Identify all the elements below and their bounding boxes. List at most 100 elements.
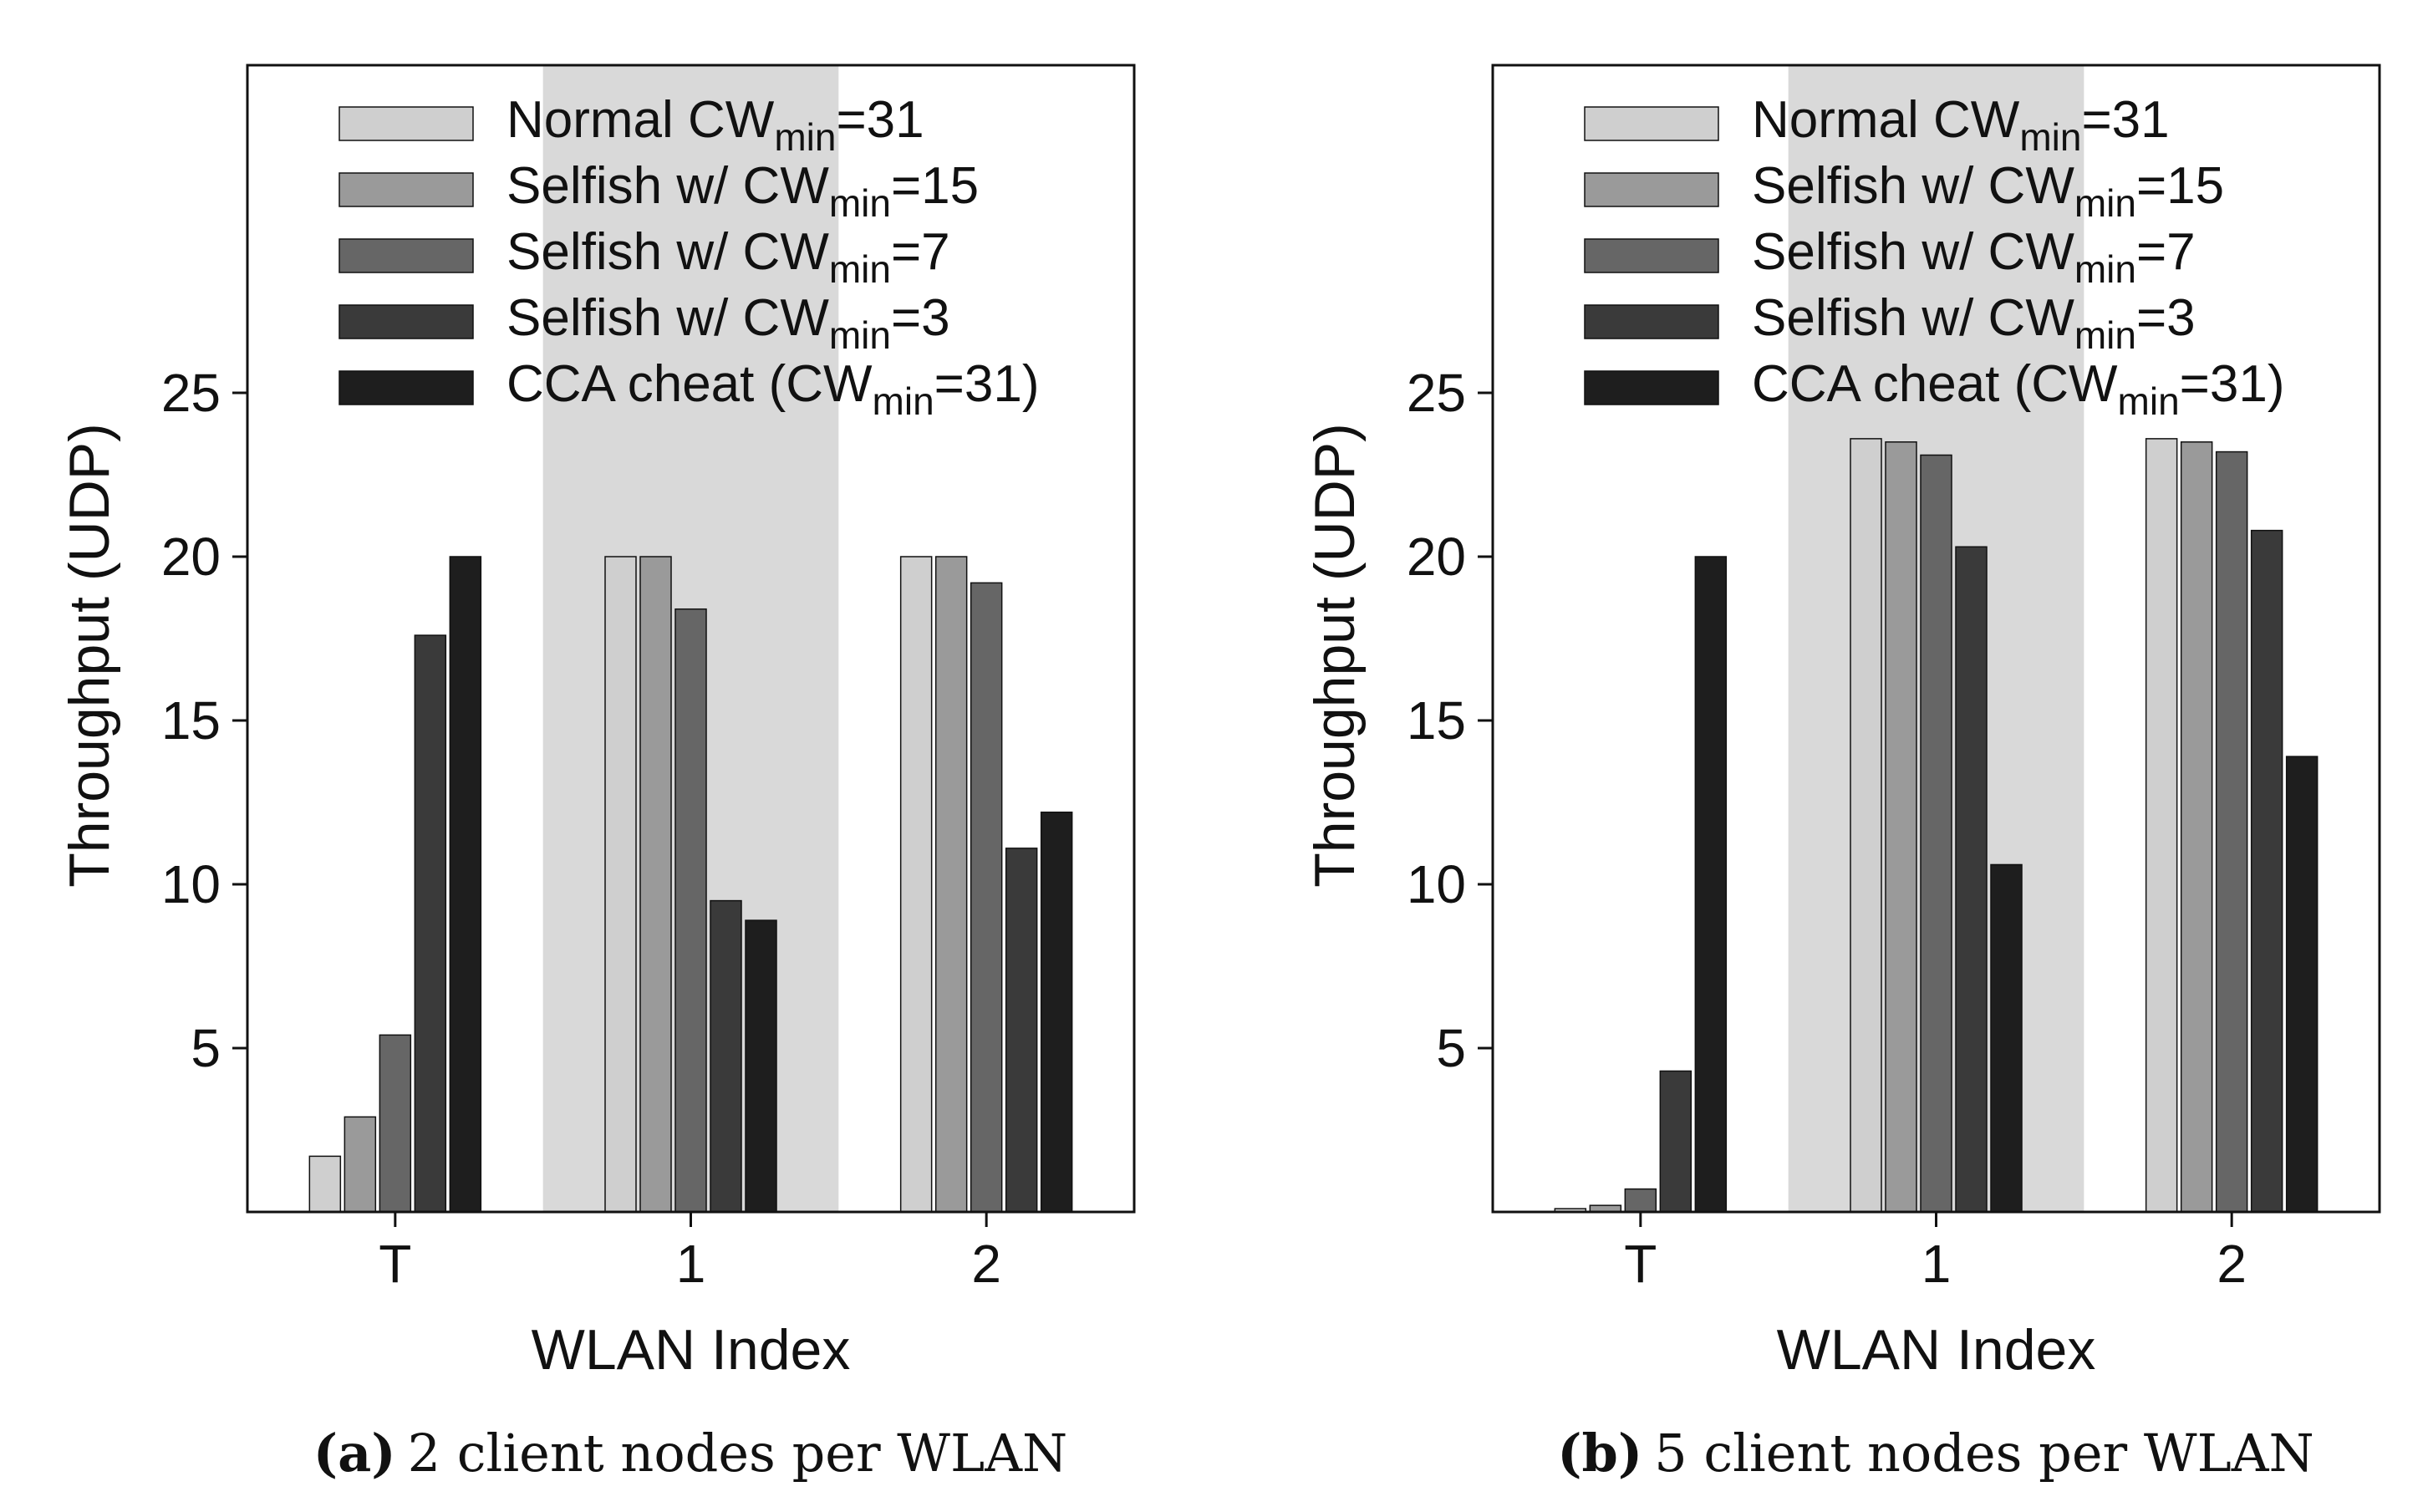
chart-panel-b: 5 10 15 20 25 T 1 2 WLAN Index Throughput (UDP) No… — [1303, 64, 2381, 1484]
legend-label-subscript: min — [2019, 115, 2081, 159]
legend-swatch-1 — [1584, 106, 1719, 141]
legend-swatch-5 — [338, 370, 474, 405]
legend-label-suffix: =7 — [2136, 223, 2196, 281]
legend-label-3: Selfish w/ CWmin=7 — [506, 223, 950, 291]
legend-label-1: Normal CWmin=31 — [1752, 91, 2170, 159]
y-tick-label: 5 — [1436, 1018, 1466, 1078]
panel-caption-label: (b) — [1557, 1423, 1642, 1484]
legend-label-5: CCA cheat (CWmin=31) — [506, 355, 1040, 423]
y-tick-label: 20 — [161, 527, 221, 587]
legend-swatch-3 — [1584, 238, 1719, 273]
y-axis-title: Throughput (UDP) — [1303, 423, 1367, 888]
legend-label-5: CCA cheat (CWmin=31) — [1752, 355, 2285, 423]
legend-label-suffix: =7 — [891, 223, 950, 281]
legend-label-prefix: Normal CW — [506, 91, 775, 149]
legend-label-prefix: CCA cheat (CW — [1752, 355, 2118, 413]
legend-label-prefix: Selfish w/ CW — [506, 223, 829, 281]
legend-label-prefix: Selfish w/ CW — [1752, 223, 2074, 281]
legend-label-subscript: min — [2074, 181, 2136, 225]
legend-swatch-4 — [1584, 304, 1719, 339]
bar-5-2 — [2285, 756, 2319, 1213]
bar-4-2 — [2250, 529, 2283, 1213]
y-tick-label: 20 — [1407, 527, 1466, 587]
x-axis-title: WLAN Index — [1777, 1318, 2096, 1382]
bar-5-1 — [745, 919, 777, 1213]
legend-swatch-4 — [338, 304, 474, 339]
bar-1-1 — [1850, 438, 1882, 1213]
x-tick-label: 1 — [1922, 1234, 1952, 1294]
legend-label-subscript: min — [2074, 247, 2136, 291]
legend-label-suffix: =3 — [891, 289, 950, 347]
bar-1-1 — [604, 556, 637, 1213]
legend-label-suffix: =31) — [2180, 355, 2285, 413]
bar-3-2 — [2215, 451, 2248, 1213]
chart-panel-a: 5 10 15 20 25 T 1 2 WLAN Index Throughput (UDP) No… — [58, 64, 1136, 1484]
legend-label-prefix: Normal CW — [1752, 91, 2020, 149]
legend-label-4: Selfish w/ CWmin=3 — [1752, 289, 2196, 357]
y-tick-label: 10 — [1407, 854, 1466, 914]
bar-4-T — [1659, 1070, 1692, 1213]
bar-2-2 — [934, 556, 968, 1213]
bar-4-2 — [1005, 848, 1038, 1213]
legend-label-2: Selfish w/ CWmin=15 — [1752, 157, 2224, 225]
legend-swatch-5 — [1584, 370, 1719, 405]
legend-label-subscript: min — [829, 181, 891, 225]
y-tick-label: 10 — [161, 854, 221, 914]
bar-3-1 — [674, 608, 707, 1213]
legend-label-subscript: min — [829, 313, 891, 357]
y-tick-label: 25 — [161, 363, 221, 423]
legend-swatch-1 — [338, 106, 474, 141]
bar-4-1 — [1955, 546, 1988, 1213]
panel-caption: (a) 2 client nodes per WLAN — [313, 1423, 1067, 1484]
y-axis-title: Throughput (UDP) — [58, 423, 121, 888]
x-tick-label: T — [379, 1234, 411, 1294]
legend-label-1: Normal CWmin=31 — [506, 91, 924, 159]
legend-label-prefix: CCA cheat (CW — [506, 355, 873, 413]
x-axis-title: WLAN Index — [532, 1318, 851, 1382]
panel-caption: (b) 5 client nodes per WLAN — [1557, 1423, 2314, 1484]
legend-label-subscript: min — [873, 379, 934, 423]
legend-swatch-3 — [338, 238, 474, 273]
y-tick-label: 25 — [1407, 363, 1466, 423]
x-tick-label: 1 — [676, 1234, 706, 1294]
legend-label-4: Selfish w/ CWmin=3 — [506, 289, 950, 357]
legend-label-suffix: =31) — [934, 355, 1040, 413]
legend-label-2: Selfish w/ CWmin=15 — [506, 157, 979, 225]
legend-label-prefix: Selfish w/ CW — [1752, 289, 2074, 347]
legend-label-suffix: =15 — [891, 157, 979, 215]
bar-5-1 — [1990, 863, 2023, 1213]
y-tick-label: 5 — [191, 1018, 221, 1078]
legend-label-subscript: min — [829, 247, 891, 291]
legend-label-subscript: min — [2118, 379, 2180, 423]
bar-1-2 — [2145, 438, 2178, 1213]
legend-label-prefix: Selfish w/ CW — [506, 157, 829, 215]
bar-3-T — [379, 1034, 412, 1213]
bar-2-2 — [2180, 441, 2213, 1213]
legend-label-suffix: =3 — [2136, 289, 2196, 347]
x-tick-label: T — [1624, 1234, 1657, 1294]
legend-label-suffix: =31 — [2081, 91, 2169, 149]
bar-1-2 — [899, 556, 933, 1213]
legend-label-prefix: Selfish w/ CW — [506, 289, 829, 347]
bar-3-1 — [1920, 454, 1952, 1213]
legend-swatch-2 — [1584, 172, 1719, 207]
bar-5-T — [1694, 556, 1728, 1213]
legend-label-3: Selfish w/ CWmin=7 — [1752, 223, 2196, 291]
y-tick-label: 15 — [161, 690, 221, 751]
bar-4-1 — [710, 899, 742, 1213]
x-tick-label: 2 — [971, 1234, 1001, 1294]
bar-3-T — [1624, 1188, 1657, 1213]
bar-2-1 — [639, 556, 672, 1213]
legend-label-suffix: =31 — [836, 91, 924, 149]
panel-caption-text: 2 client nodes per WLAN — [408, 1423, 1068, 1484]
bar-2-1 — [1885, 441, 1917, 1213]
bar-5-T — [449, 556, 482, 1213]
legend-swatch-2 — [338, 172, 474, 207]
legend-label-prefix: Selfish w/ CW — [1752, 157, 2074, 215]
panel-caption-text: 5 client nodes per WLAN — [1654, 1423, 2314, 1484]
legend-label-suffix: =15 — [2136, 157, 2224, 215]
y-tick-label: 15 — [1407, 690, 1466, 751]
x-tick-label: 2 — [2217, 1234, 2247, 1294]
bar-4-T — [414, 634, 447, 1213]
